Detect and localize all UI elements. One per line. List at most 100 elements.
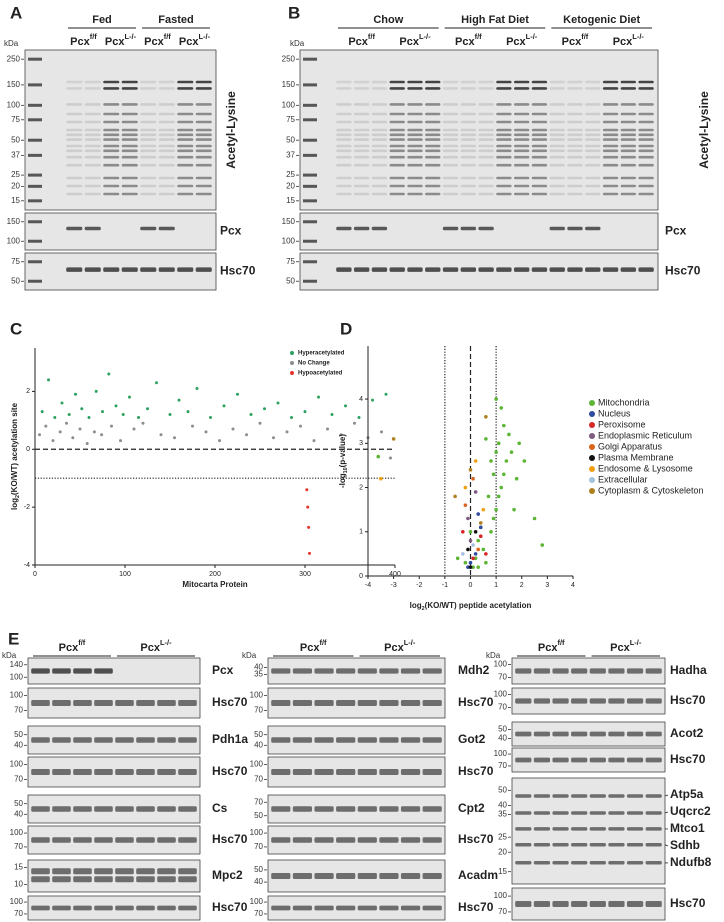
band — [195, 80, 212, 84]
legend-label: Endoplasmic Reticulum — [598, 430, 692, 440]
genotype-label-part: L-/- — [404, 638, 416, 647]
ladder-band — [303, 153, 317, 157]
kda-marker: 40 — [498, 734, 507, 743]
band — [357, 737, 377, 743]
band — [357, 873, 377, 879]
genotype-label-part: L-/- — [160, 638, 172, 647]
band — [645, 731, 662, 737]
band — [84, 87, 101, 90]
band — [157, 876, 176, 883]
band — [103, 149, 120, 153]
point — [476, 565, 480, 569]
band — [158, 192, 175, 196]
kda-marker: 75 — [286, 257, 295, 266]
band — [140, 138, 157, 141]
point — [379, 476, 383, 481]
band — [371, 144, 388, 148]
x-tick-label: 0 — [33, 571, 37, 578]
band — [422, 700, 442, 706]
band — [515, 861, 532, 865]
point — [455, 556, 460, 561]
band — [567, 103, 583, 106]
band — [73, 876, 92, 883]
band — [73, 868, 92, 875]
band — [158, 163, 175, 167]
band — [513, 133, 530, 137]
band — [140, 133, 157, 137]
band — [353, 163, 370, 167]
band — [533, 794, 551, 798]
band — [177, 138, 194, 141]
band — [571, 843, 588, 847]
point — [137, 415, 140, 419]
band — [645, 757, 662, 763]
blot-label: Acetyl-Lysine — [224, 91, 238, 169]
point — [65, 421, 68, 425]
point — [159, 433, 163, 437]
blot — [24, 49, 217, 211]
band — [425, 184, 441, 188]
band — [602, 176, 619, 180]
point — [326, 427, 329, 431]
band — [425, 176, 441, 180]
kda-marker: 100 — [250, 828, 264, 837]
band — [371, 120, 388, 124]
kda-marker: 50 — [11, 276, 20, 285]
point — [67, 413, 71, 417]
band — [84, 103, 101, 106]
blot-label: Pcx — [665, 224, 687, 238]
band — [371, 128, 388, 132]
point — [306, 505, 310, 509]
band — [478, 226, 494, 231]
x-tick-label: 2 — [520, 582, 524, 589]
kda-marker: 15 — [286, 196, 295, 205]
kda-marker: 40 — [254, 877, 263, 886]
kda-marker: 140 — [10, 660, 24, 669]
band — [336, 700, 356, 706]
band — [567, 267, 583, 272]
band — [513, 87, 530, 90]
kda-marker: 100 — [10, 828, 24, 837]
band — [638, 163, 654, 167]
band — [353, 87, 370, 90]
band — [271, 700, 291, 706]
band — [103, 128, 120, 132]
blot-label: Hadha — [670, 663, 707, 677]
x-tick-label: -3 — [391, 582, 397, 589]
band — [292, 668, 313, 674]
band — [177, 112, 194, 116]
point — [272, 436, 275, 440]
band — [389, 120, 405, 124]
band — [158, 184, 175, 188]
band — [336, 103, 352, 106]
band — [496, 155, 512, 159]
point — [489, 529, 493, 534]
legend-swatch — [290, 361, 294, 365]
band — [314, 873, 334, 879]
band — [353, 144, 370, 148]
legend-label: Plasma Membrane — [598, 452, 674, 462]
band — [478, 138, 494, 141]
band — [389, 133, 405, 137]
band — [531, 163, 548, 167]
band — [357, 769, 377, 775]
ladder-band — [303, 239, 317, 243]
band — [357, 905, 377, 911]
band — [336, 163, 352, 167]
band — [389, 184, 405, 188]
band — [121, 176, 138, 180]
band — [371, 133, 388, 137]
kda-marker: 100 — [282, 100, 296, 109]
blot — [511, 777, 666, 885]
kda-marker: 20 — [11, 181, 20, 190]
band — [531, 149, 548, 153]
ladder-band — [28, 138, 42, 142]
genotype-label-part: Pcx — [399, 36, 419, 48]
legend-swatch — [290, 371, 294, 375]
band — [271, 668, 291, 674]
band — [585, 128, 601, 132]
band — [496, 128, 512, 132]
point — [53, 415, 57, 419]
band — [336, 192, 352, 196]
kda-marker: 100 — [250, 691, 264, 700]
